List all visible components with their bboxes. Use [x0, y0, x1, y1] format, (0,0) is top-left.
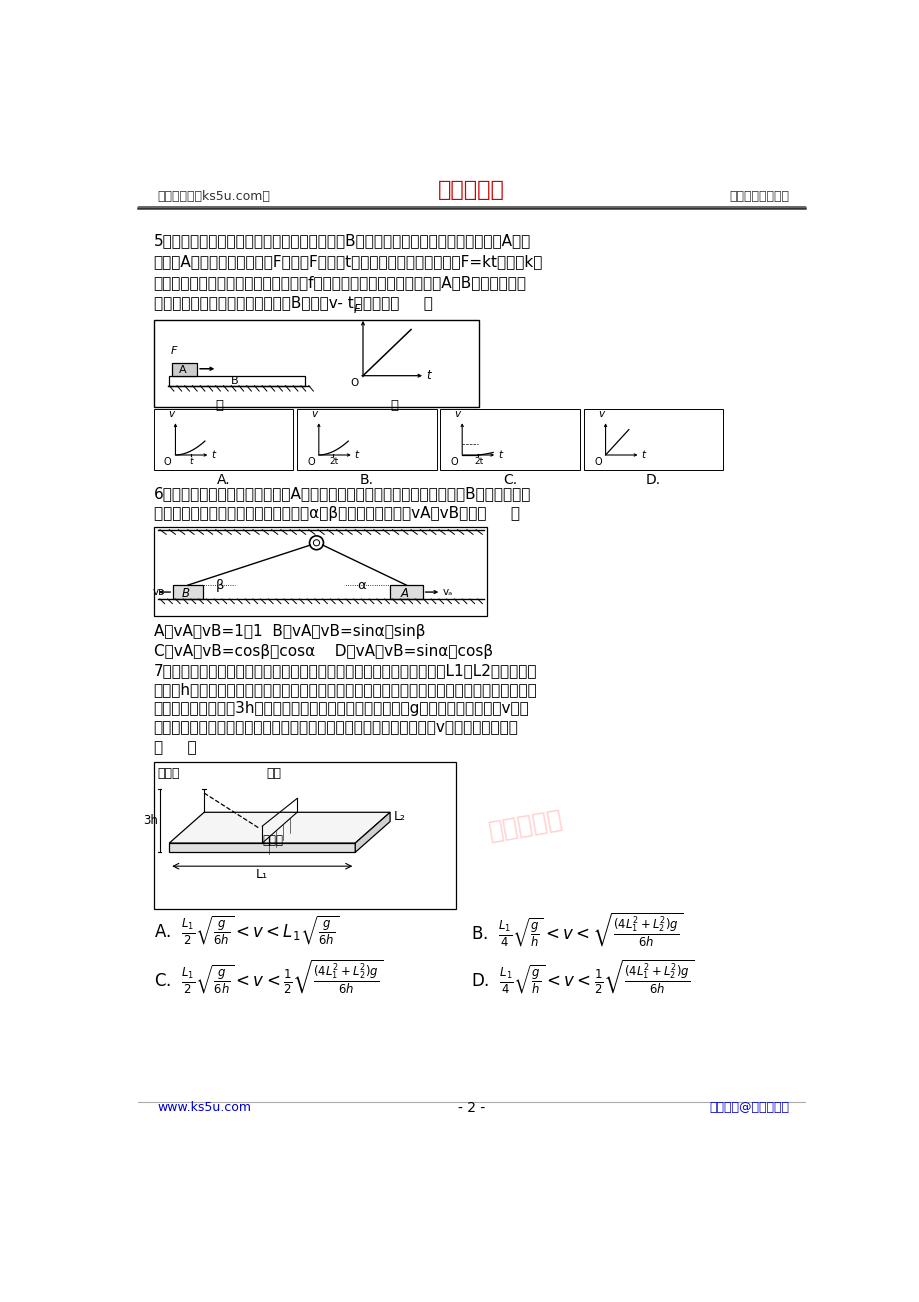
- Text: O: O: [450, 457, 458, 466]
- Text: www.ks5u.com: www.ks5u.com: [157, 1101, 252, 1115]
- Text: 您身边的高考专家: 您身边的高考专家: [729, 190, 789, 203]
- Text: C．vA：vB=cosβ：cosα    D．vA：vB=sinα：cosβ: C．vA：vB=cosβ：cosα D．vA：vB=sinα：cosβ: [153, 643, 493, 659]
- Text: L₂: L₂: [393, 810, 405, 823]
- Text: B: B: [181, 587, 189, 600]
- Text: O: O: [307, 457, 314, 466]
- Text: v: v: [167, 409, 174, 419]
- Text: β: β: [216, 579, 224, 592]
- Text: O: O: [350, 378, 358, 388]
- Text: 范围内，通过选择合适的方向，就能使乒乓球落到球网右侧台面上，到v的最大取值范围是: 范围内，通过选择合适的方向，就能使乒乓球落到球网右侧台面上，到v的最大取值范围是: [153, 720, 518, 736]
- Text: 高考资源网: 高考资源网: [437, 180, 505, 201]
- Text: t: t: [641, 450, 644, 460]
- Text: D.  $\frac{L_1}{4}\sqrt{\frac{g}{h}}<v<\frac{1}{2}\sqrt{\frac{(4L_1^2+L_2^2)g}{6: D. $\frac{L_1}{4}\sqrt{\frac{g}{h}}<v<\f…: [471, 957, 694, 996]
- Text: B: B: [231, 376, 239, 387]
- Text: F: F: [171, 346, 177, 357]
- Polygon shape: [169, 844, 355, 853]
- Text: 球网: 球网: [266, 767, 281, 780]
- Bar: [173, 585, 202, 599]
- Text: v: v: [311, 409, 317, 419]
- Text: t: t: [497, 450, 502, 460]
- Text: 高考资源网（ks5u.com）: 高考资源网（ks5u.com）: [157, 190, 270, 203]
- Text: 高考资源网: 高考资源网: [486, 807, 564, 844]
- Text: v: v: [454, 409, 460, 419]
- Bar: [172, 362, 197, 376]
- Polygon shape: [169, 812, 390, 844]
- Text: t: t: [426, 370, 431, 383]
- Text: （     ）: （ ）: [153, 740, 196, 755]
- Bar: [584, 409, 722, 470]
- Text: t: t: [210, 450, 215, 460]
- Text: 乙: 乙: [390, 398, 398, 411]
- Text: 2t: 2t: [329, 457, 338, 466]
- Bar: [153, 527, 486, 616]
- Text: 发射点: 发射点: [157, 767, 180, 780]
- Text: 高度为h，发射机安装于台面左侧边缘的中点，能以不同速率向右侧不同方向水平发射乒乓球，: 高度为h，发射机安装于台面左侧边缘的中点，能以不同速率向右侧不同方向水平发射乒乓…: [153, 682, 537, 697]
- Text: v: v: [597, 409, 604, 419]
- Bar: [169, 376, 304, 385]
- Text: 甲: 甲: [215, 398, 223, 411]
- Text: 5．如图甲所示，静止在光滑水平面上的长木板B（长木板足够长）的左端放着小物块A．某: 5．如图甲所示，静止在光滑水平面上的长木板B（长木板足够长）的左端放着小物块A．…: [153, 233, 530, 249]
- Text: 已知常数．若物体之间的滑动摩擦力（f）的大小等于最大静摩擦力，且A、B的质量相等，: 已知常数．若物体之间的滑动摩擦力（f）的大小等于最大静摩擦力，且A、B的质量相等…: [153, 275, 527, 290]
- Bar: [390, 585, 422, 599]
- Polygon shape: [355, 812, 390, 853]
- Text: vᴇ: vᴇ: [153, 587, 165, 596]
- Text: 7．一带有乒乓球发射机的乒乓球台如图所示，水平台面的长和宽分别为L1和L2，中间球网: 7．一带有乒乓球发射机的乒乓球台如图所示，水平台面的长和宽分别为L1和L2，中间…: [153, 663, 537, 678]
- Text: α: α: [357, 579, 366, 592]
- Text: C.: C.: [503, 473, 516, 487]
- Text: O: O: [164, 457, 171, 466]
- Text: t: t: [189, 457, 193, 466]
- Text: 发射点距台面高度为3h，不计空气的作用，重力加速度大小为g，若乒乓球的发射率v在某: 发射点距台面高度为3h，不计空气的作用，重力加速度大小为g，若乒乓球的发射率v在…: [153, 702, 529, 716]
- Text: A: A: [401, 587, 409, 600]
- Text: A．vA：vB=1：1  B．vA：vB=sinα：sinβ: A．vA：vB=1：1 B．vA：vB=sinα：sinβ: [153, 625, 425, 639]
- Text: 乒乓球: 乒乓球: [262, 833, 283, 846]
- Text: t: t: [354, 450, 358, 460]
- Text: D.: D.: [645, 473, 661, 487]
- Text: A.: A.: [217, 473, 230, 487]
- Text: B.: B.: [359, 473, 373, 487]
- Text: 3h: 3h: [142, 814, 157, 827]
- Bar: [153, 762, 456, 909]
- Text: 2t: 2t: [474, 457, 483, 466]
- Bar: [440, 409, 579, 470]
- Text: - 2 -: - 2 -: [458, 1101, 484, 1115]
- Text: 时刻，A受到水平向右的外力F作用，F随时间t的变化规律如图乙所示，即F=kt，其中k为: 时刻，A受到水平向右的外力F作用，F随时间t的变化规律如图乙所示，即F=kt，其…: [153, 254, 542, 270]
- Text: O: O: [594, 457, 601, 466]
- Text: C.  $\frac{L_1}{2}\sqrt{\frac{g}{6h}}<v<\frac{1}{2}\sqrt{\frac{(4L_1^2+L_2^2)g}{: C. $\frac{L_1}{2}\sqrt{\frac{g}{6h}}<v<\…: [153, 957, 383, 996]
- Text: A.  $\frac{L_1}{2}\sqrt{\frac{g}{6h}}<v<L_1\sqrt{\frac{g}{6h}}$: A. $\frac{L_1}{2}\sqrt{\frac{g}{6h}}<v<L…: [153, 913, 338, 947]
- Bar: [297, 409, 437, 470]
- Text: 6．如图所示，水平面上有一汽车A，通过定滑轮用绳子拉同一水平面的物体B，当拉至图示: 6．如图所示，水平面上有一汽车A，通过定滑轮用绳子拉同一水平面的物体B，当拉至图…: [153, 486, 530, 501]
- Text: L₁: L₁: [256, 867, 268, 880]
- Bar: [153, 409, 293, 470]
- Text: A: A: [178, 365, 186, 375]
- Text: 则下列图中可以定性地描述长木板B运动的v- t图象的是（     ）: 则下列图中可以定性地描述长木板B运动的v- t图象的是（ ）: [153, 296, 432, 311]
- Text: F: F: [354, 303, 360, 316]
- Text: 版权所有@高考资源网: 版权所有@高考资源网: [709, 1101, 789, 1115]
- Text: B.  $\frac{L_1}{4}\sqrt{\frac{g}{h}}<v<\sqrt{\frac{(4L_1^2+L_2^2)g}{6h}}$: B. $\frac{L_1}{4}\sqrt{\frac{g}{h}}<v<\s…: [471, 910, 683, 949]
- Text: vₐ: vₐ: [442, 587, 452, 596]
- Text: 位置时，两绳子与水平面的夹角分别为α、β，二者速度分别为vA和vB，则（     ）: 位置时，两绳子与水平面的夹角分别为α、β，二者速度分别为vA和vB，则（ ）: [153, 505, 519, 521]
- Bar: [153, 320, 479, 408]
